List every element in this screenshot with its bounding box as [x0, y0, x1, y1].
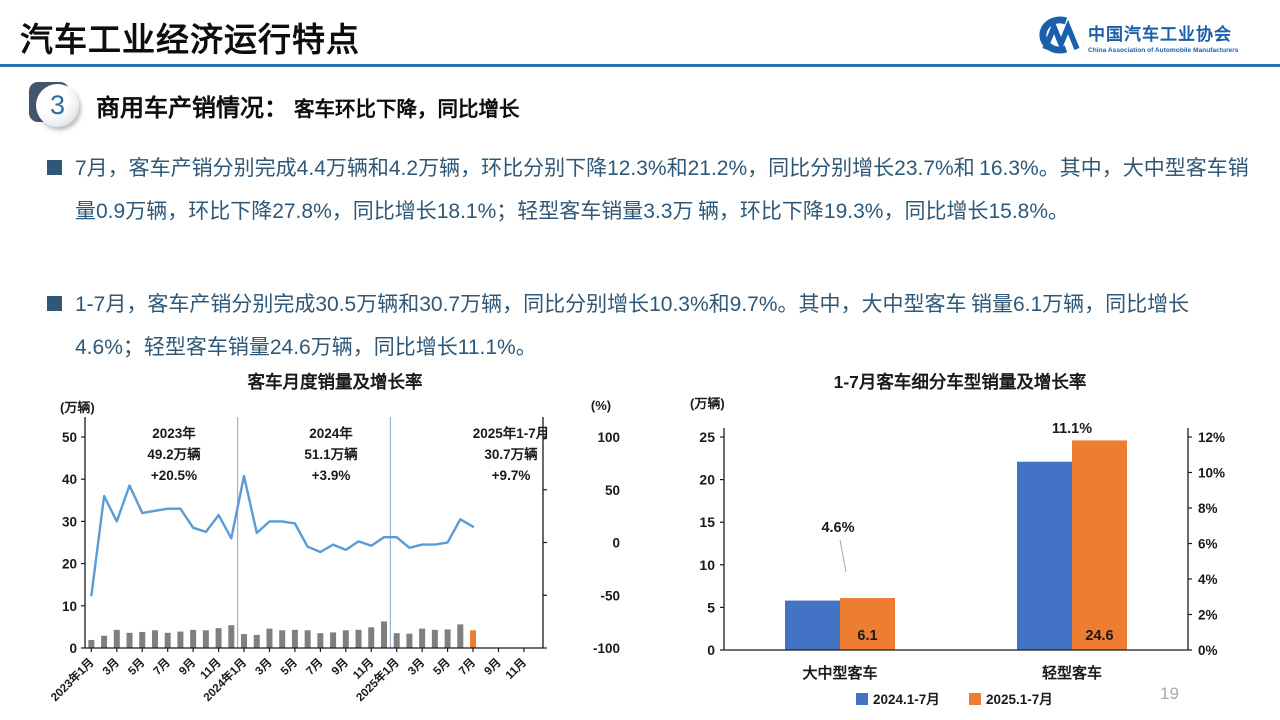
svg-text:0%: 0% — [1198, 643, 1218, 658]
svg-text:5: 5 — [707, 599, 715, 615]
bullet-line: 7月，客车产销分别完成4.4万辆和4.2万辆，环比分别下降12.3%和21.2%… — [75, 157, 975, 180]
svg-text:客车月度销量及增长率: 客车月度销量及增长率 — [247, 372, 423, 392]
svg-text:12%: 12% — [1198, 430, 1225, 445]
svg-text:24.6: 24.6 — [1085, 628, 1113, 644]
svg-text:2%: 2% — [1198, 608, 1218, 623]
svg-text:51.1万辆: 51.1万辆 — [304, 446, 358, 462]
section-number: 3 — [49, 90, 66, 120]
svg-text:7月: 7月 — [304, 656, 326, 678]
header-divider-rule — [0, 64, 1280, 67]
bullet-text: 7月，客车产销分别完成4.4万辆和4.2万辆，环比分别下降12.3%和21.2%… — [75, 147, 1249, 233]
svg-text:49.2万辆: 49.2万辆 — [147, 446, 201, 462]
svg-text:7月: 7月 — [151, 656, 173, 678]
bullet-text: 1-7月，客车产销分别完成30.5万辆和30.7万辆，同比分别增长10.3%和9… — [75, 283, 1249, 369]
section-title: 商用车产销情况： — [96, 95, 288, 122]
svg-text:50: 50 — [62, 430, 77, 445]
svg-text:9月: 9月 — [176, 656, 198, 678]
org-logo-text: 中国汽车工业协会 China Association of Automobile… — [1088, 20, 1238, 54]
svg-text:3月: 3月 — [100, 656, 122, 678]
svg-text:100: 100 — [597, 430, 620, 445]
svg-text:6.1: 6.1 — [857, 628, 877, 644]
svg-text:2025.1-7月: 2025.1-7月 — [986, 692, 1053, 707]
segment-sales-growth-chart: 1-7月客车细分车型销量及增长率 (万辆) 6.1 大中型客车 24.6 轻型客车 4.6%… — [666, 370, 1260, 720]
svg-text:轻型客车: 轻型客车 — [1042, 664, 1102, 682]
svg-text:3月: 3月 — [405, 656, 427, 678]
org-name-en: China Association of Automobile Manufact… — [1088, 47, 1239, 54]
svg-text:2024.1-7月: 2024.1-7月 — [873, 692, 940, 707]
svg-text:2023年: 2023年 — [152, 425, 196, 441]
svg-text:9月: 9月 — [329, 656, 351, 678]
svg-text:2025年1-7月: 2025年1-7月 — [473, 425, 550, 441]
svg-text:+9.7%: +9.7% — [492, 468, 531, 483]
svg-text:40: 40 — [62, 472, 77, 487]
svg-text:大中型客车: 大中型客车 — [802, 664, 877, 682]
svg-text:30: 30 — [62, 514, 77, 529]
svg-text:5月: 5月 — [278, 656, 300, 678]
page-title: 汽车工业经济运行特点 — [20, 21, 360, 58]
svg-text:8%: 8% — [1198, 501, 1218, 516]
svg-text:25: 25 — [699, 429, 715, 445]
page-number: 19 — [1160, 684, 1179, 703]
org-name-zh: 中国汽车工业协会 — [1088, 25, 1232, 44]
svg-text:-100: -100 — [593, 641, 620, 656]
svg-text:7月: 7月 — [456, 656, 478, 678]
bullet-line: 1-7月，客车产销分别完成30.5万辆和30.7万辆，同比分别增长10.3%和9… — [75, 293, 967, 316]
bullet-line: 销量6.1万辆，同比增长4.6%；轻型客车销量24.6万辆，同比增长11.1%。 — [75, 293, 1190, 359]
org-logo: 中国汽车工业协会 China Association of Automobile… — [1028, 12, 1258, 62]
svg-text:10: 10 — [62, 599, 77, 614]
svg-text:9月: 9月 — [482, 656, 504, 678]
svg-text:+20.5%: +20.5% — [151, 468, 197, 483]
svg-text:0: 0 — [612, 536, 620, 551]
svg-text:11.1%: 11.1% — [1052, 421, 1092, 437]
svg-text:+3.9%: +3.9% — [312, 468, 351, 483]
svg-text:50: 50 — [605, 483, 620, 498]
svg-text:10: 10 — [699, 557, 715, 573]
svg-text:4.6%: 4.6% — [821, 520, 854, 536]
monthly-chart-canvas: 客车月度销量及增长率 (万辆) (%) 0 10 20 30 40 50 -100 -50 0 50 10… — [48, 372, 620, 704]
bullet-square-icon — [47, 160, 62, 175]
svg-text:1-7月客车细分车型销量及增长率: 1-7月客车细分车型销量及增长率 — [834, 372, 1087, 392]
bullet-line: 16.3%。其中，大中型客车销量0.9万辆，环比下降27.8%，同比增长18.1… — [75, 157, 1249, 223]
svg-text:0: 0 — [707, 642, 715, 658]
svg-text:20: 20 — [62, 557, 77, 572]
monthly-sales-growth-chart: 客车月度销量及增长率 (万辆) (%) 0 10 20 30 40 50 -100 -50 0 50 10… — [28, 370, 646, 720]
svg-text:11月: 11月 — [503, 656, 529, 682]
svg-text:2024年: 2024年 — [309, 425, 353, 441]
bullet-square-icon — [47, 296, 62, 311]
bullet-item-jan-july: 1-7月，客车产销分别完成30.5万辆和30.7万辆，同比分别增长10.3%和9… — [47, 283, 1249, 369]
svg-text:15: 15 — [699, 514, 715, 530]
section-number-badge: 3 — [36, 84, 79, 127]
svg-text:20: 20 — [699, 472, 715, 488]
svg-text:0: 0 — [69, 641, 77, 656]
svg-text:(%): (%) — [591, 398, 611, 413]
svg-text:2023年1月: 2023年1月 — [48, 655, 97, 704]
svg-text:(万辆): (万辆) — [690, 396, 725, 411]
svg-text:-50: -50 — [600, 588, 620, 603]
bullet-line: 辆，环比下降19.3%，同比增长15.8%。 — [697, 200, 1070, 223]
svg-text:6%: 6% — [1198, 537, 1218, 552]
svg-text:30.7万辆: 30.7万辆 — [484, 446, 538, 462]
segment-chart-canvas: 1-7月客车细分车型销量及增长率 (万辆) 6.1 大中型客车 24.6 轻型客车 4.6%… — [690, 372, 1225, 707]
svg-text:5月: 5月 — [431, 656, 453, 678]
svg-text:4%: 4% — [1198, 572, 1218, 587]
section-header: 商用车产销情况： 客车环比下降，同比增长 — [96, 88, 520, 123]
svg-text:3月: 3月 — [253, 656, 275, 678]
svg-text:5月: 5月 — [126, 656, 148, 678]
section-subtitle: 客车环比下降，同比增长 — [294, 98, 520, 121]
bullet-item-july: 7月，客车产销分别完成4.4万辆和4.2万辆，环比分别下降12.3%和21.2%… — [47, 147, 1249, 233]
cam-logo-icon — [1028, 14, 1080, 61]
svg-text:10%: 10% — [1198, 466, 1225, 481]
svg-text:(万辆): (万辆) — [60, 400, 95, 415]
